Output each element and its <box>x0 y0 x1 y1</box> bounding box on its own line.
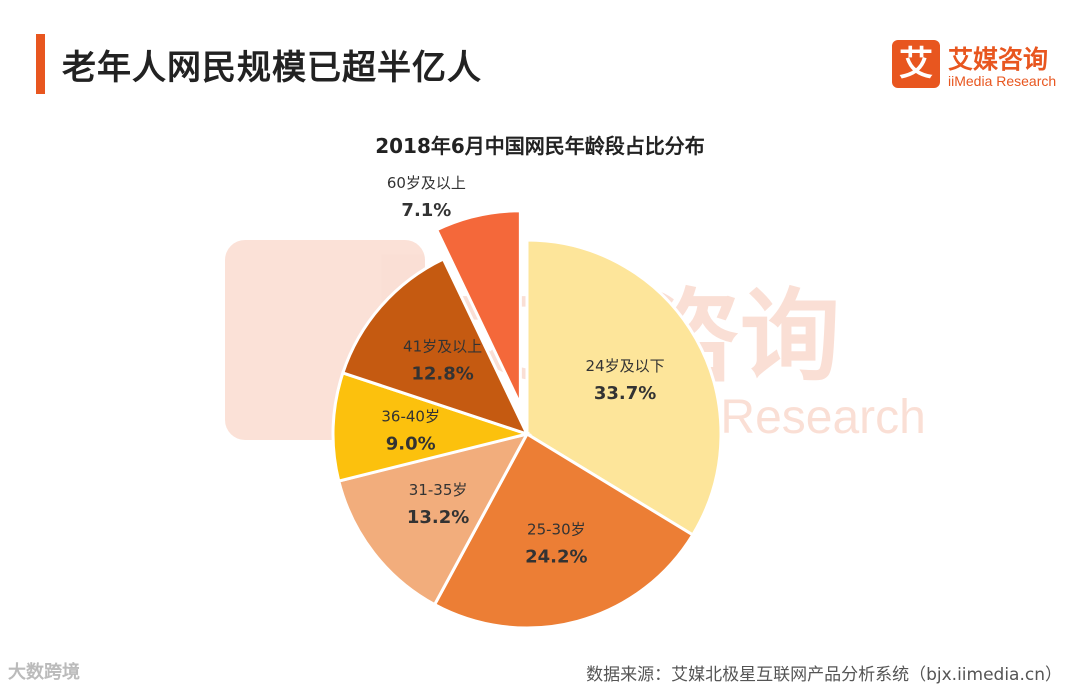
slice-label-4: 41岁及以上 <box>403 338 482 356</box>
slice-value-1: 24.2% <box>525 547 587 568</box>
pie-slice-4 <box>340 256 530 437</box>
slice-value-3: 9.0% <box>386 434 436 455</box>
data-source: 数据来源：艾媒北极星互联网产品分析系统（bjx.iimedia.cn） <box>586 665 1062 685</box>
slice-label-2: 31-35岁 <box>409 481 468 499</box>
chart-title: 2018年6月中国网民年龄段占比分布 <box>375 134 705 158</box>
slice-value-5: 7.1% <box>401 200 451 221</box>
logo-name: 艾媒咨询 <box>948 45 1049 74</box>
slice-label-0: 24岁及以下 <box>586 357 665 375</box>
logo-mark: 艾 <box>892 40 940 88</box>
pie-slice-0 <box>525 238 723 537</box>
pie-slice-3 <box>331 370 533 483</box>
slice-value-4: 12.8% <box>411 364 473 385</box>
slice-value-0: 33.7% <box>594 383 656 404</box>
corner-watermark: 大数跨境 <box>8 662 80 683</box>
title-accent-bar <box>36 34 45 94</box>
pie-slice-5 <box>434 209 522 406</box>
logo-subtitle: iiMedia Research <box>948 73 1057 89</box>
slice-label-5: 60岁及以上 <box>387 174 466 192</box>
brand-logo: 艾 艾媒咨询 iiMedia Research <box>892 40 1062 94</box>
page-title: 老年人网民规模已超半亿人 <box>62 48 482 88</box>
pie-slice-1 <box>432 431 695 630</box>
slice-label-1: 25-30岁 <box>527 521 586 539</box>
slice-label-3: 36-40岁 <box>381 408 440 426</box>
pie-slice-2 <box>336 431 530 607</box>
slice-value-2: 13.2% <box>407 507 469 528</box>
